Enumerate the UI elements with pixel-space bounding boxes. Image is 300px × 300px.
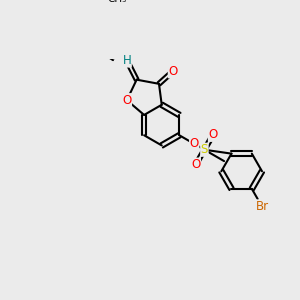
Text: S: S bbox=[201, 143, 208, 156]
Text: Br: Br bbox=[255, 200, 268, 213]
Text: O: O bbox=[208, 128, 217, 141]
Text: CH₃: CH₃ bbox=[108, 0, 127, 4]
Text: O: O bbox=[168, 65, 178, 78]
Text: H: H bbox=[122, 54, 131, 67]
Text: O: O bbox=[191, 158, 200, 171]
Text: O: O bbox=[190, 137, 199, 150]
Text: O: O bbox=[122, 94, 131, 107]
